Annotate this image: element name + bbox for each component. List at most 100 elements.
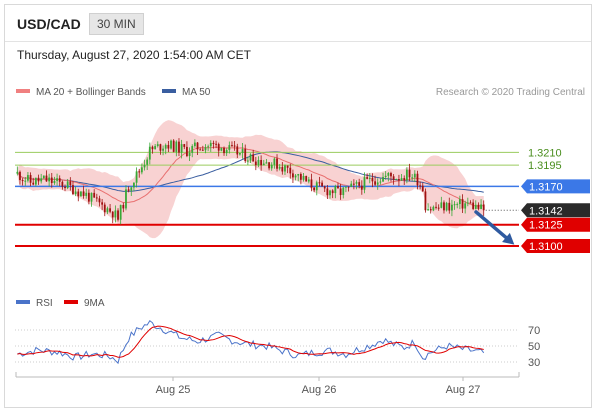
candle-body bbox=[323, 186, 326, 189]
candle-body bbox=[252, 154, 255, 162]
candle-body bbox=[42, 175, 45, 179]
forecast-arrow-head bbox=[502, 232, 515, 245]
candle-body bbox=[93, 192, 96, 198]
candle-body bbox=[162, 148, 164, 151]
instrument-symbol: USD/CAD bbox=[17, 16, 81, 32]
ma20-legend-label: MA 20 + Bollinger Bands bbox=[36, 87, 146, 98]
candle-body bbox=[398, 179, 400, 181]
candle-body bbox=[419, 185, 422, 187]
candle-body bbox=[233, 145, 236, 147]
candle-body bbox=[445, 202, 448, 211]
candle-body bbox=[217, 144, 220, 151]
candle-body bbox=[244, 148, 247, 162]
candle-body bbox=[469, 202, 472, 204]
candle-body bbox=[146, 159, 149, 165]
candle-body bbox=[204, 147, 207, 151]
candle-body bbox=[413, 173, 416, 178]
candle-body bbox=[294, 175, 297, 178]
candle-body bbox=[170, 140, 172, 149]
candle-body bbox=[458, 199, 461, 205]
resistance-label-1: 1.3195 bbox=[528, 160, 562, 172]
support-badge-4 bbox=[521, 217, 590, 232]
candle-body bbox=[212, 142, 215, 144]
candle-body bbox=[215, 143, 217, 145]
candle-body bbox=[111, 211, 114, 218]
candle-body bbox=[358, 182, 361, 186]
x-tick-label-2: Aug 27 bbox=[446, 384, 481, 396]
candle-body bbox=[363, 177, 366, 190]
candle-body bbox=[95, 197, 98, 199]
support-badge-5 bbox=[521, 239, 590, 254]
candle-body bbox=[334, 186, 337, 194]
candle-body bbox=[297, 173, 300, 176]
candle-body bbox=[366, 177, 369, 179]
candle-body bbox=[480, 204, 482, 209]
candle-body bbox=[130, 187, 133, 191]
candle-body bbox=[352, 183, 355, 185]
candle-body bbox=[119, 204, 122, 220]
candle-body bbox=[270, 164, 273, 169]
candle-body bbox=[286, 165, 289, 168]
candle-body bbox=[37, 177, 40, 182]
ma20-legend-swatch bbox=[16, 89, 30, 93]
ma50-legend-label: MA 50 bbox=[182, 87, 211, 98]
candle-body bbox=[387, 173, 390, 176]
candle-body bbox=[416, 173, 419, 186]
candle-body bbox=[56, 178, 58, 181]
candle-body bbox=[69, 181, 72, 186]
candle-body bbox=[443, 202, 445, 211]
candle-body bbox=[313, 187, 316, 191]
candle-body bbox=[421, 185, 424, 192]
candle-body bbox=[464, 203, 467, 209]
candle-body bbox=[424, 191, 427, 211]
candle-body bbox=[318, 182, 321, 184]
candle-body bbox=[125, 189, 127, 209]
candle-body bbox=[405, 169, 408, 181]
candle-body bbox=[329, 190, 331, 196]
candle-body bbox=[122, 204, 125, 209]
candle-body bbox=[82, 191, 85, 196]
candle-body bbox=[257, 160, 260, 166]
candle-body bbox=[77, 191, 80, 197]
candle-body bbox=[61, 181, 64, 187]
candle-body bbox=[140, 167, 143, 173]
time-axis-ticks: Aug 25 Aug 26 Aug 27 bbox=[156, 377, 481, 396]
candle-body bbox=[109, 208, 111, 212]
support-label-4: 1.3125 bbox=[529, 220, 563, 232]
candle-body bbox=[103, 204, 106, 213]
candle-body bbox=[209, 142, 212, 147]
candle-body bbox=[80, 191, 82, 197]
candle-body bbox=[196, 142, 199, 150]
candle-body bbox=[427, 209, 429, 211]
timeframe-badge[interactable]: 30 MIN bbox=[89, 13, 144, 35]
candle-body bbox=[268, 162, 270, 169]
candle-body bbox=[376, 182, 379, 185]
candle-body bbox=[432, 206, 435, 211]
candle-body bbox=[53, 180, 56, 184]
candle-body bbox=[225, 149, 228, 154]
candle-body bbox=[16, 171, 19, 174]
candle-body bbox=[284, 165, 286, 172]
candle-body bbox=[437, 207, 440, 209]
candle-body bbox=[292, 173, 294, 178]
candle-body bbox=[159, 144, 162, 151]
candle-body bbox=[429, 209, 432, 211]
candle-body bbox=[133, 182, 135, 188]
candle-body bbox=[482, 204, 485, 211]
candle-body bbox=[188, 152, 191, 157]
candle-body bbox=[186, 146, 188, 157]
candle-body bbox=[477, 204, 480, 209]
candle-body bbox=[374, 181, 376, 185]
candle-body bbox=[48, 177, 51, 182]
candlesticks bbox=[16, 138, 485, 225]
candle-body bbox=[310, 179, 313, 188]
x-tick-label-1: Aug 26 bbox=[302, 384, 337, 396]
candle-body bbox=[339, 188, 342, 196]
candle-body bbox=[207, 146, 210, 148]
candle-body bbox=[400, 178, 403, 181]
candle-body bbox=[307, 179, 310, 182]
candle-body bbox=[403, 178, 406, 181]
candle-body bbox=[24, 180, 27, 182]
candle-body bbox=[117, 210, 119, 220]
candle-body bbox=[114, 210, 117, 218]
